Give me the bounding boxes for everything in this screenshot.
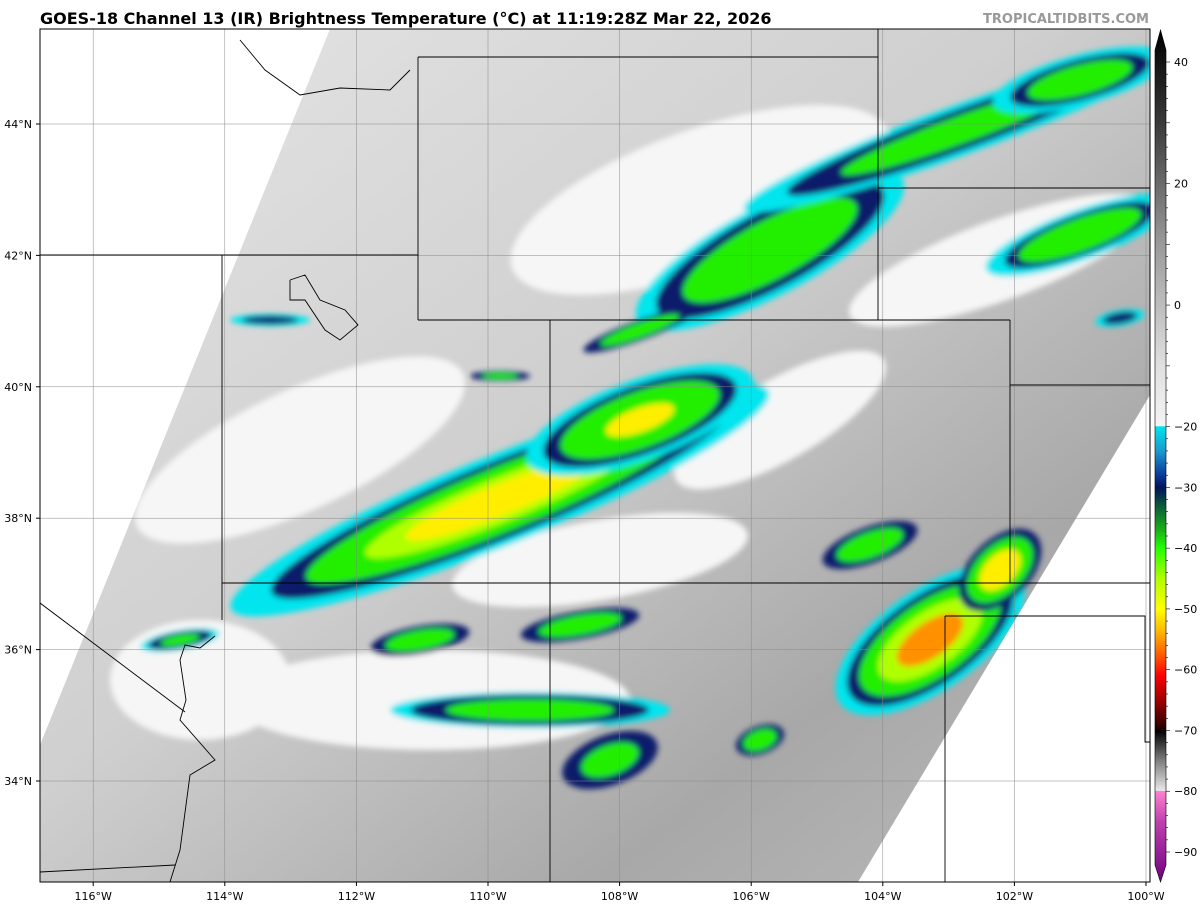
- colorbar-tick-label: −20: [1174, 421, 1197, 434]
- state-borders: [40, 29, 1150, 882]
- cloud-patch: [674, 350, 886, 490]
- cloud-patch: [446, 699, 614, 721]
- colorbar-tick-label: −60: [1174, 664, 1197, 677]
- map-frame: [39, 28, 1151, 883]
- cloud-patch: [896, 613, 964, 667]
- colorbar-tick-label: 20: [1174, 178, 1188, 191]
- colorbar-tick-label: −70: [1174, 724, 1197, 737]
- colorbar-tick-label: −90: [1174, 846, 1197, 859]
- boundary-line: [40, 602, 186, 713]
- cloud-patch: [385, 628, 455, 652]
- cloud-patch: [581, 742, 639, 778]
- lat-tick-label: 36°N: [4, 644, 32, 657]
- cloud-patch: [836, 528, 904, 562]
- cloud-patch: [405, 459, 595, 541]
- colorbar-tick-label: −80: [1174, 785, 1197, 798]
- cloud-patch: [134, 356, 466, 544]
- cloud-patch: [682, 197, 858, 303]
- lat-tick-label: 40°N: [4, 381, 32, 394]
- colorbar-tick-label: 40: [1174, 56, 1188, 69]
- lon-tick-label: 106°W: [733, 890, 770, 903]
- boundary-line: [40, 864, 176, 873]
- no-data-region-east: [858, 395, 1150, 882]
- lon-tick-label: 114°W: [206, 890, 243, 903]
- colorbar-tick-label: −30: [1174, 481, 1197, 494]
- cloud-patch: [1027, 59, 1133, 101]
- colorbar: 40 20 0 −20 −30 −40 −50 −60 −70 −80 −90: [1154, 28, 1197, 883]
- colorbar-scale: [1154, 28, 1167, 883]
- cloud-patch: [1102, 311, 1138, 325]
- map-area: [40, 29, 1150, 882]
- lat-tick-label: 42°N: [4, 249, 32, 262]
- cloud-patch: [605, 403, 675, 437]
- boundary-line: [169, 635, 216, 882]
- cloud-patch: [482, 373, 518, 379]
- cloud-patch: [743, 729, 777, 751]
- lat-tick-label: 38°N: [4, 512, 32, 525]
- lat-tick-label: 34°N: [4, 775, 32, 788]
- cloud-layer: [110, 46, 1150, 790]
- lon-tick-label: 104°W: [864, 890, 901, 903]
- lat-tick-label: 44°N: [4, 118, 32, 131]
- cloud-patch: [1018, 208, 1142, 262]
- lon-tick-label: 116°W: [75, 890, 112, 903]
- boundary-line: [239, 39, 411, 96]
- cloud-patch: [510, 105, 890, 295]
- graticule: [40, 29, 1150, 882]
- colorbar-tick-label: −50: [1174, 603, 1197, 616]
- lon-tick-label: 112°W: [338, 890, 375, 903]
- lon-tick-label: 102°W: [996, 890, 1033, 903]
- lon-tick-label: 108°W: [601, 890, 638, 903]
- brand-watermark: TROPICALTIDBITS.COM: [983, 12, 1149, 27]
- lon-tick-label: 110°W: [469, 890, 506, 903]
- cloud-patch: [160, 633, 200, 647]
- colorbar-tick-label: 0: [1174, 299, 1181, 312]
- cloud-patch: [242, 315, 298, 325]
- latitude-ticks: 44°N 42°N 40°N 38°N 36°N 34°N: [4, 118, 40, 788]
- lon-tick-label: 100°W: [1127, 890, 1164, 903]
- cloud-patch: [452, 512, 748, 608]
- cloud-patch: [538, 612, 622, 638]
- longitude-ticks: 116°W 114°W 112°W 110°W 108°W 106°W 104°W 102°W…: [75, 882, 1165, 903]
- map-title: GOES-18 Channel 13 (IR) Brightness Tempe…: [40, 9, 772, 28]
- boundary-line: [945, 615, 1150, 743]
- cloud-patch: [600, 314, 680, 346]
- colorbar-tick-label: −40: [1174, 542, 1197, 555]
- boundary-line: [289, 274, 359, 341]
